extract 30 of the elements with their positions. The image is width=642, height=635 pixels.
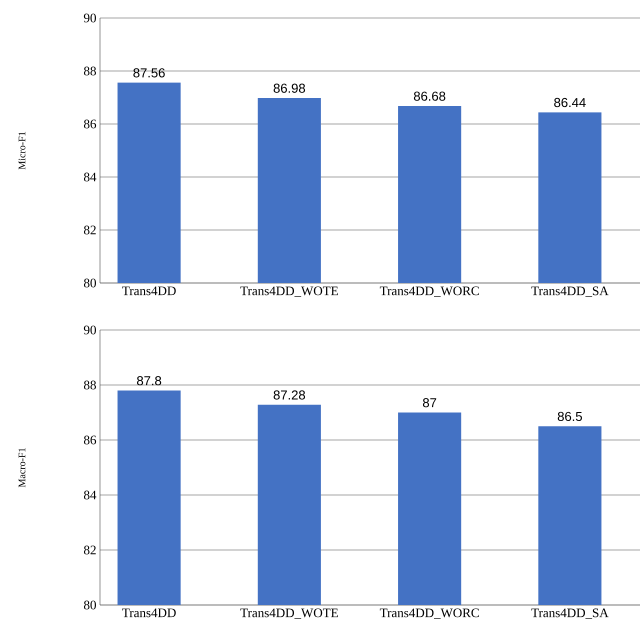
y-tick-label: 90	[84, 326, 96, 334]
y-tick-label: 88	[84, 66, 96, 76]
x-tick-label: Trans4DD_WORC	[380, 608, 479, 619]
x-tick-label: Trans4DD_WOTE	[240, 608, 338, 619]
x-tick-label: Trans4DD	[122, 286, 176, 296]
data-label: 87.8	[137, 376, 162, 386]
data-label: 87.56	[133, 68, 165, 78]
y-tick-label: 88	[84, 380, 96, 390]
y-tick-label: 86	[84, 120, 96, 128]
x-tick-label: Trans4DD_SA	[531, 608, 609, 619]
y-tick-label: 80	[84, 600, 96, 610]
y-tick-label: 90	[84, 14, 96, 22]
y-axis-title: Micro-F1	[18, 132, 26, 170]
y-tick-label: 86	[84, 436, 96, 444]
x-tick-label: Trans4DD_WORC	[380, 286, 479, 297]
data-label: 86.68	[414, 92, 446, 101]
x-tick-label: Trans4DD_SA	[531, 286, 609, 297]
y-tick-label: 82	[84, 226, 96, 234]
data-label: 87.28	[274, 390, 306, 400]
y-tick-label: 82	[84, 546, 96, 554]
y-axis-title: Macro-F1	[18, 448, 26, 488]
data-label: 86.5	[558, 412, 582, 422]
x-tick-label: Trans4DD	[122, 608, 176, 618]
data-label: 87	[422, 398, 436, 408]
y-tick-label: 84	[84, 172, 96, 182]
data-label: 86.98	[274, 84, 306, 93]
y-tick-label: 84	[84, 490, 96, 500]
data-label: 86.44	[554, 98, 586, 108]
x-tick-label: Trans4DD_WOTE	[240, 286, 338, 297]
y-tick-label: 80	[84, 278, 96, 288]
